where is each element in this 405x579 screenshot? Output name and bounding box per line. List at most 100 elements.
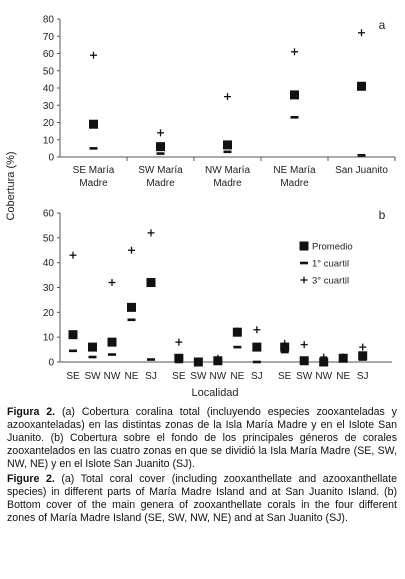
panel-b-y-tick-label: 40	[43, 258, 55, 269]
panel-a-point-plus	[90, 51, 97, 59]
panel-b-category-label: SW	[84, 371, 101, 382]
panel-a-point-dash	[89, 147, 98, 150]
panel-b-y-tick-label: 30	[43, 283, 55, 294]
panel-b-category-label: NE	[230, 371, 244, 382]
panel-b-y-tick-label: 20	[43, 308, 55, 319]
panel-b-point-q3	[147, 229, 155, 237]
panel-b-point-q3	[300, 341, 308, 349]
panel-b-point-q3	[108, 279, 116, 287]
caption-en-text: (a) Total coral cover (including zooxant…	[7, 473, 397, 524]
panel-b-point-q1	[233, 345, 242, 349]
panel-a-point-square	[156, 142, 165, 152]
panel-b-point-q1	[339, 358, 348, 361]
x-axis-label: Localidad	[191, 387, 238, 399]
panel-a-y-tick-label: 20	[43, 118, 55, 129]
panel-b-point-promedio	[358, 351, 368, 361]
caption-es-text: (a) Cobertura coralina total (incluyendo…	[7, 406, 397, 470]
panel-a-point-plus	[358, 29, 365, 37]
panel-b-y-tick-label: 50	[43, 233, 55, 244]
panel-a-point-plus	[224, 93, 231, 101]
panel-b-point-q1	[127, 318, 136, 322]
panel-b-category-label: SJ	[357, 371, 369, 382]
panel-b-label: b	[379, 208, 386, 222]
panel-b-point-q1	[280, 350, 289, 354]
panel-a-category-label: NW María	[205, 165, 250, 176]
panel-a-point-dash	[357, 153, 366, 157]
panel-b-point-q1	[174, 360, 183, 364]
legend-label: 1° cuartil	[312, 259, 349, 270]
panel-a-y-tick-label: 80	[43, 15, 55, 26]
panel-b-point-q1	[213, 360, 222, 364]
panel-b-category-label: SE	[278, 371, 292, 382]
legend-marker-square	[299, 241, 309, 251]
panel-b-y-tick-label: 10	[43, 333, 55, 344]
panel-b-point-promedio	[232, 327, 242, 337]
panel-b-point-promedio	[280, 342, 290, 352]
panel-b-category-label: SJ	[145, 371, 157, 382]
panel-b-point-promedio	[146, 278, 156, 288]
caption-es-label: Figura 2.	[7, 406, 56, 418]
caption-english: Figure 2. (a) Total coral cover (includi…	[7, 473, 397, 525]
panel-b-point-q3	[359, 343, 367, 351]
panel-a-category-label: Madre	[79, 178, 108, 189]
panel-b-point-promedio	[107, 337, 117, 347]
y-axis-label: Cobertura (%)	[5, 151, 17, 220]
panel-a-y-tick-label: 0	[48, 153, 54, 164]
panel-a-category-label: SE María	[73, 165, 115, 176]
panel-a-label: a	[379, 18, 386, 32]
panel-b-legend: Promedio 1° cuartil 3° cuartil	[299, 241, 353, 287]
panel-a-point-square	[290, 90, 299, 100]
caption-spanish: Figura 2. (a) Cobertura coralina total (…	[7, 406, 397, 471]
panel-a-category-label: Madre	[146, 178, 175, 189]
legend-marker-dash	[300, 261, 308, 265]
legend-marker-plus	[300, 276, 308, 284]
panel-b-y-tick-label: 60	[43, 209, 55, 220]
panel-b-point-q1	[358, 358, 367, 361]
panel-b-point-q1	[194, 360, 203, 364]
panel-a-category-label: San Juanito	[335, 165, 388, 176]
panel-b-point-promedio	[68, 330, 78, 340]
panel-a-point-dash	[156, 152, 165, 155]
panel-b-category-label: SW	[296, 371, 313, 382]
panel-b-category-label: SE	[66, 371, 80, 382]
panel-b-category-label: NE	[125, 371, 139, 382]
panel-a-point-square	[223, 140, 232, 150]
panel-b-point-q1	[252, 360, 261, 364]
legend-label: Promedio	[312, 242, 353, 253]
panel-b-point-q1	[108, 353, 116, 356]
panel-b-point-q1	[319, 360, 328, 364]
legend-label: 3° cuartil	[312, 276, 349, 287]
panel-a-point-dash	[290, 116, 299, 119]
panel-b-category-label: SJ	[251, 371, 263, 382]
panel-a-category-label: Madre	[280, 178, 309, 189]
panel-b-point-q3	[128, 246, 135, 254]
panel-a-point-square	[357, 81, 366, 91]
panel-a-point-square	[89, 119, 98, 129]
panel-b-point-promedio	[252, 342, 262, 352]
panel-a-point-dash	[223, 150, 232, 154]
panel-b-point-q1	[88, 355, 97, 359]
panel-a-category-label: NE María	[273, 165, 316, 176]
figure-caption: Figura 2. (a) Cobertura coralina total (…	[7, 406, 397, 527]
panel-b-point-q3	[253, 326, 261, 334]
panel-a-category-label: Madre	[213, 178, 242, 189]
panel-b-point-promedio	[174, 353, 184, 363]
panel-b-category-label: NW	[104, 371, 121, 382]
panel-a-y-tick-label: 30	[43, 101, 55, 112]
panel-b-category-label: SW	[190, 371, 207, 382]
panel-b-point-q1	[69, 349, 77, 353]
panel-a-chart: 0 10 20 30 40 50 60 70 80 a SE María Madre SW María M…	[43, 15, 396, 189]
panel-b-point-q3	[69, 251, 77, 259]
caption-en-label: Figure 2.	[7, 473, 55, 485]
panel-b-category-label: SE	[172, 371, 186, 382]
panel-b-point-q3	[175, 338, 183, 346]
panel-a-y-tick-label: 40	[43, 84, 55, 95]
panel-b-point-q1	[147, 358, 155, 361]
panel-a-y-tick-label: 70	[43, 32, 55, 43]
panel-b-category-label: NE	[336, 371, 350, 382]
panel-b-point-q1	[300, 360, 309, 364]
panel-a-category-label: SW María	[138, 165, 183, 176]
panel-a-point-plus	[157, 129, 164, 137]
figure-2: 0 10 20 30 40 50 60 70 80 a SE María Madre SW María M…	[5, 15, 396, 399]
